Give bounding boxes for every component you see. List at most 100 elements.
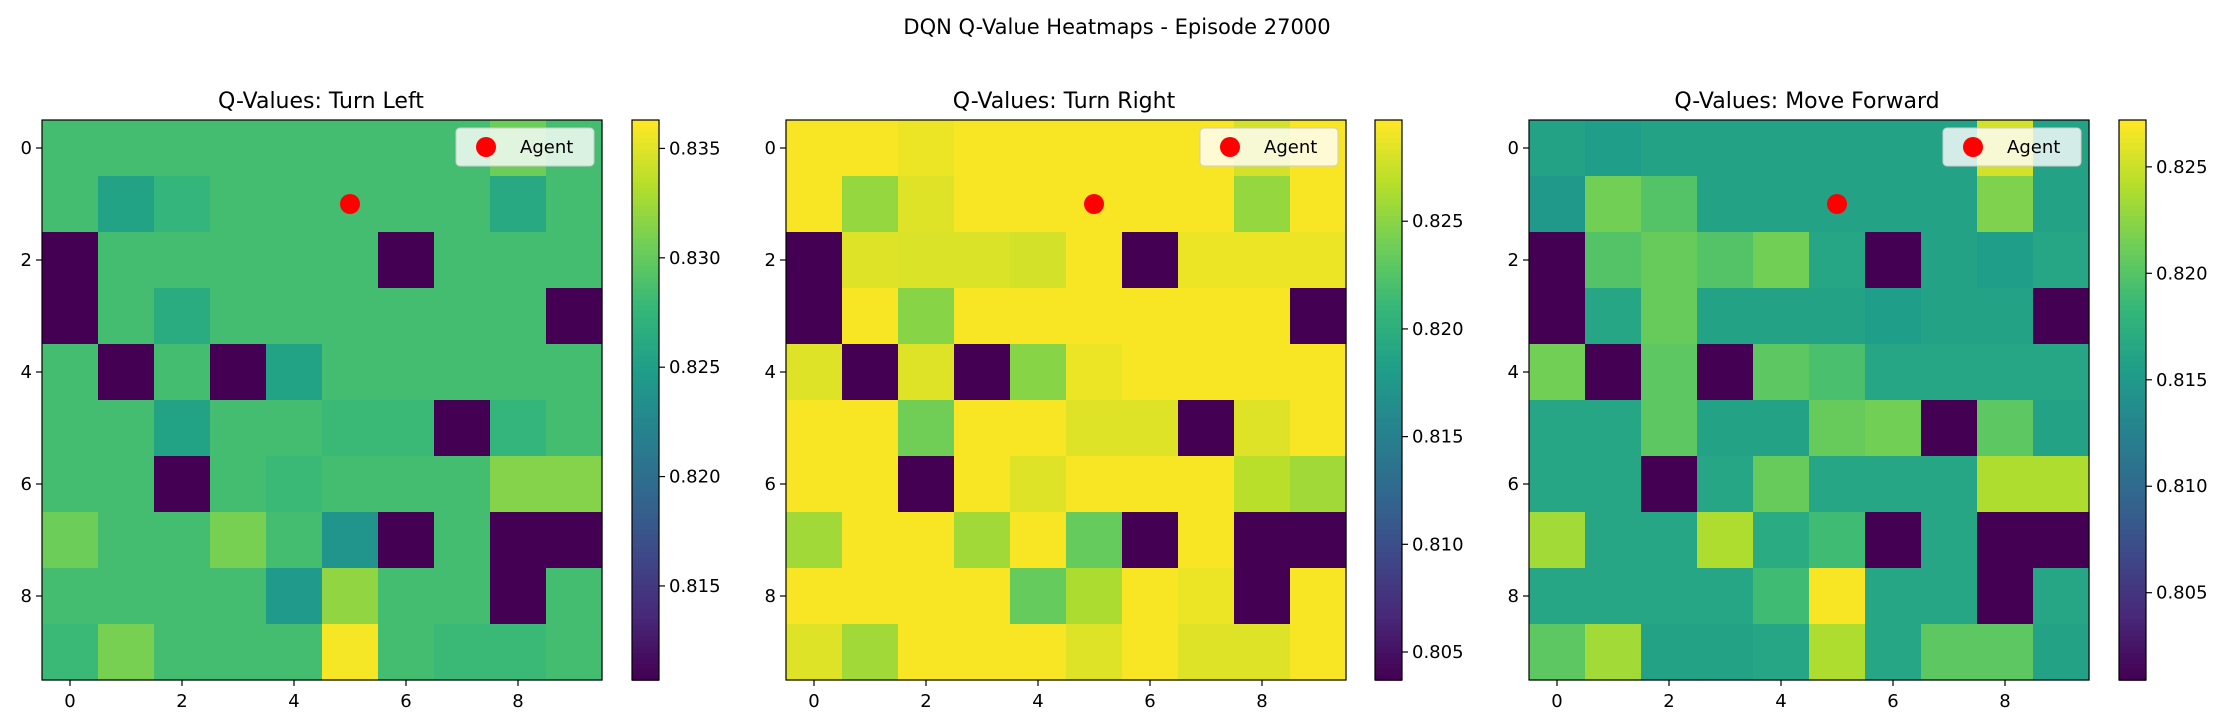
colorbar-segment <box>2119 181 2146 188</box>
colorbar-segment <box>1375 517 1402 524</box>
heatmap-cell <box>898 568 955 625</box>
heatmap-cell <box>378 344 435 401</box>
heatmap-cell <box>266 400 323 457</box>
heatmap-cell <box>266 512 323 569</box>
heatmap-cell <box>42 288 99 345</box>
heatmap-panel-turn-left: Q-Values: Turn Left 0 2 4 6 8 0 2 4 6 8 Agent 0.815… <box>21 89 721 712</box>
colorbar-segment <box>632 237 659 244</box>
heatmap-cell <box>322 568 379 625</box>
colorbar-segment <box>632 624 659 631</box>
heatmap-cell <box>98 400 155 457</box>
heatmap-cell <box>1585 288 1642 345</box>
heatmap-cell <box>1066 400 1123 457</box>
heatmap-cell <box>786 176 843 233</box>
colorbar-segment <box>632 433 659 440</box>
y-tick-label: 2 <box>1508 250 1519 271</box>
heatmap-cell <box>1753 288 1810 345</box>
colorbar-segment <box>1375 327 1402 334</box>
heatmap-marks: 0 2 4 6 8 0 2 4 6 8 Agent 0.805 0.810 0.815 0.820 0.825 <box>765 119 1464 712</box>
heatmap-cell <box>322 624 379 681</box>
colorbar-segment <box>1375 624 1402 631</box>
colorbar-segment <box>632 192 659 200</box>
heatmap-cell <box>1122 232 1179 289</box>
heatmap-cell <box>378 288 435 345</box>
colorbar-segment <box>1375 198 1402 205</box>
heatmap-cell <box>1809 512 1866 569</box>
heatmap-cell <box>1585 232 1642 289</box>
heatmap-cell <box>1178 456 1235 513</box>
y-tick-label: 4 <box>1508 362 1519 383</box>
heatmap-cell <box>1641 624 1698 681</box>
heatmap-cell <box>98 568 155 625</box>
colorbar-segment <box>632 663 659 670</box>
heatmap-cell <box>378 232 435 289</box>
colorbar-segment <box>2119 652 2146 659</box>
colorbar-segment <box>2119 540 2146 547</box>
figure-suptitle: DQN Q-Value Heatmaps - Episode 27000 <box>903 15 1330 39</box>
colorbar-segment <box>632 646 659 653</box>
colorbar-segment <box>1375 573 1402 580</box>
colorbar-segment <box>632 288 659 295</box>
colorbar-segment <box>2119 136 2146 144</box>
colorbar-segment <box>632 562 659 569</box>
heatmap-cell <box>1753 176 1810 233</box>
colorbar-segment <box>632 332 659 340</box>
heatmap-cell <box>1809 568 1866 625</box>
heatmap-cell <box>1641 344 1698 401</box>
colorbar-segment <box>632 170 659 177</box>
colorbar-segment <box>1375 316 1402 323</box>
colorbar-tick-label: 0.820 <box>669 467 721 488</box>
colorbar-segment <box>2119 198 2146 205</box>
colorbar-segment <box>1375 120 1402 127</box>
colorbar-segment <box>2119 316 2146 323</box>
colorbar-segment <box>632 254 659 261</box>
heatmap-cell <box>1921 176 1978 233</box>
heatmap-cell <box>786 456 843 513</box>
colorbar-segment <box>2119 344 2146 351</box>
colorbar-segment <box>1375 461 1402 468</box>
heatmap-cell <box>2033 568 2090 625</box>
heatmap-cell <box>1290 568 1347 625</box>
heatmap-cell <box>842 176 899 233</box>
colorbar-segment <box>632 467 659 474</box>
colorbar-segment <box>1375 439 1402 446</box>
colorbar-segment <box>2119 349 2146 356</box>
colorbar-segment <box>1375 349 1402 356</box>
heatmap-cell <box>1977 568 2034 625</box>
heatmap-cell <box>1066 568 1123 625</box>
axes-frame <box>41 119 603 681</box>
heatmap-cell <box>1122 568 1179 625</box>
heatmap-cell <box>378 456 435 513</box>
heatmap-cell <box>1529 120 1586 177</box>
heatmap-cell <box>1010 568 1067 625</box>
heatmap-cell <box>786 288 843 345</box>
colorbar-segment <box>2119 657 2146 664</box>
colorbar-tick-label: 0.815 <box>1412 427 1464 448</box>
colorbar-segment <box>1375 288 1402 295</box>
heatmap-cell <box>1122 288 1179 345</box>
heatmap-cell <box>42 512 99 569</box>
heatmap-cell <box>842 624 899 681</box>
colorbar-segment <box>1375 148 1402 155</box>
colorbar-segment <box>1375 310 1402 317</box>
heatmap-cell <box>1122 456 1179 513</box>
heatmap-cell <box>1290 176 1347 233</box>
colorbar-segment <box>1375 360 1402 368</box>
heatmap-cell <box>954 624 1011 681</box>
heatmap-cell <box>1977 624 2034 681</box>
colorbar-segment <box>2119 439 2146 446</box>
heatmap-cell <box>490 512 547 569</box>
colorbar-segment <box>632 545 659 552</box>
colorbar-segment <box>1375 467 1402 474</box>
colorbar-segment <box>632 265 659 272</box>
heatmap-cell <box>1122 176 1179 233</box>
colorbar-segment <box>1375 478 1402 485</box>
colorbar-segment <box>632 310 659 317</box>
heatmap-cell <box>1865 232 1922 289</box>
heatmap-cell <box>1178 344 1235 401</box>
heatmap-cell <box>1641 512 1698 569</box>
heatmap-cell <box>898 400 955 457</box>
colorbar-segment <box>2119 332 2146 340</box>
heatmap-cell <box>1697 288 1754 345</box>
colorbar-segment <box>2119 523 2146 530</box>
